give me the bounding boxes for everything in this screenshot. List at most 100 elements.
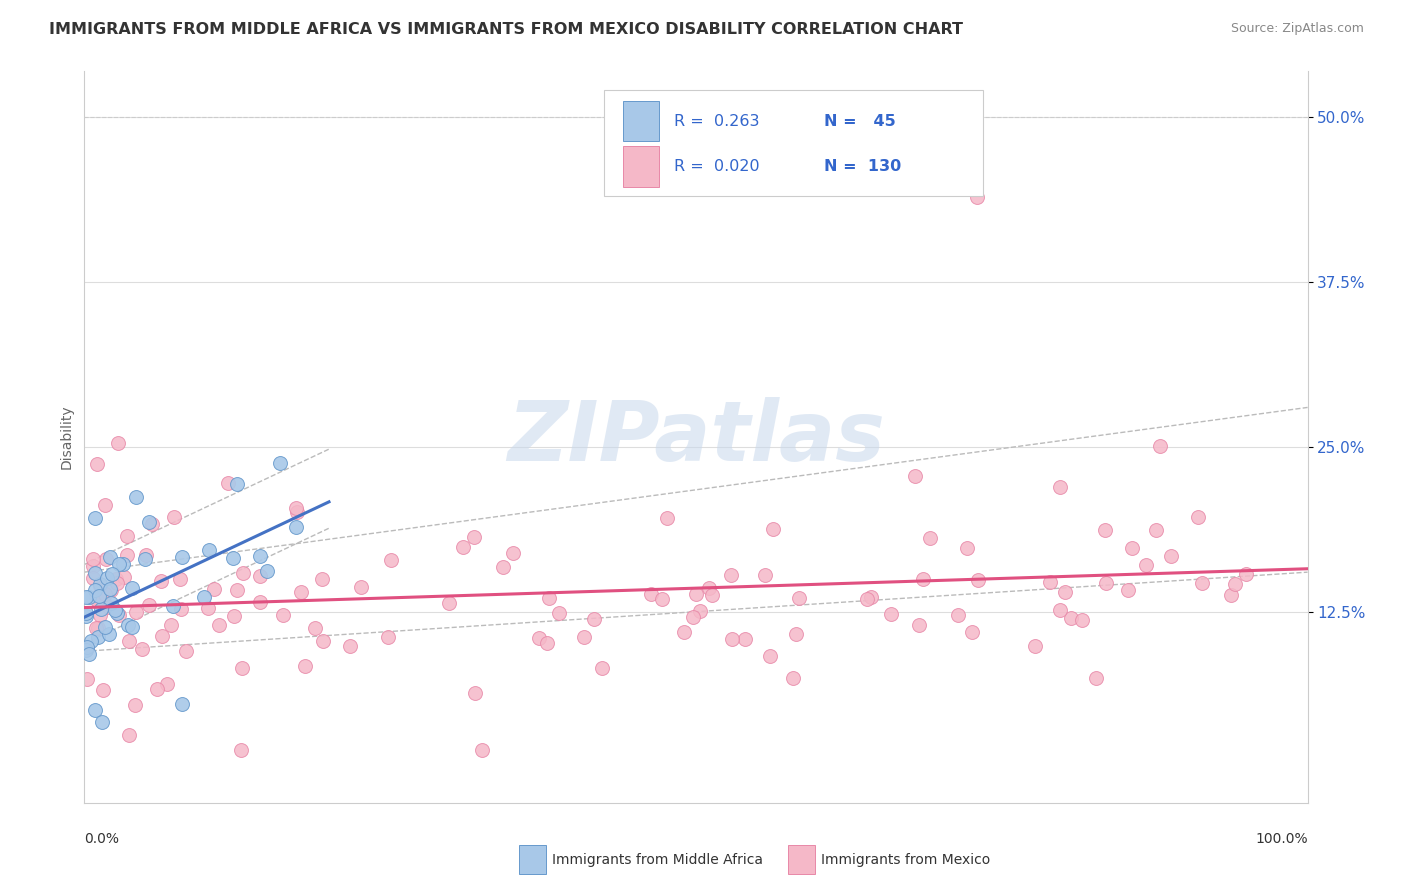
Point [591,661,613,675]
Point [89,579,111,593]
Point [527,632,550,646]
Point [1053,585,1076,599]
Point [170,602,193,616]
Point [84,590,107,604]
Point [89,589,111,603]
Point [222,551,245,566]
Text: Immigrants from Middle Africa: Immigrants from Middle Africa [551,853,762,867]
Point [193,590,215,604]
Text: IMMIGRANTS FROM MIDDLE AFRICA VS IMMIGRANTS FROM MEXICO DISABILITY CORRELATION C: IMMIGRANTS FROM MIDDLE AFRICA VS IMMIGRA… [49,22,963,37]
Point [294,659,316,673]
Point [156,677,179,691]
Point [1095,576,1118,591]
Point [966,189,988,203]
Point [754,567,776,582]
Point [117,548,139,562]
Point [1071,613,1094,627]
Point [86,457,108,471]
Point [256,564,278,578]
Point [87,630,110,644]
Point [859,590,882,604]
Text: R =  0.263: R = 0.263 [673,113,759,128]
Text: 0.0%: 0.0% [84,832,120,846]
Text: N =   45: N = 45 [824,113,896,128]
Point [97,627,120,641]
Point [720,567,742,582]
Point [1116,582,1139,597]
Point [125,605,148,619]
Point [79,590,101,604]
Point [75,607,97,621]
Point [464,686,486,700]
Point [84,566,107,580]
Point [492,560,515,574]
Point [380,553,402,567]
Point [1135,558,1157,572]
Y-axis label: Disability: Disability [59,405,73,469]
Point [377,630,399,644]
Point [98,582,121,597]
Point [762,522,785,536]
Point [91,714,114,729]
Point [105,572,128,586]
Text: ZIPatlas: ZIPatlas [508,397,884,477]
Point [759,649,782,664]
Point [224,609,246,624]
Point [115,528,138,542]
Point [471,743,494,757]
Point [101,566,124,581]
Point [94,498,117,512]
Point [955,541,977,555]
Point [172,697,194,711]
Point [82,559,104,574]
Point [682,610,704,624]
Text: N =  130: N = 130 [824,159,901,174]
Point [911,573,934,587]
Point [946,607,969,622]
Text: R =  0.020: R = 0.020 [673,159,759,174]
Point [162,599,184,614]
Point [80,634,103,648]
Point [75,608,97,623]
Point [174,644,197,658]
Point [502,546,524,560]
Point [908,617,931,632]
Point [651,592,673,607]
Point [105,576,128,591]
Point [249,568,271,582]
Point [150,628,173,642]
Point [1234,566,1257,581]
Point [285,505,308,519]
Point [1085,671,1108,685]
Point [1223,576,1246,591]
Text: Source: ZipAtlas.com: Source: ZipAtlas.com [1230,22,1364,36]
Point [1094,523,1116,537]
Point [904,468,927,483]
Point [231,660,253,674]
Point [1024,639,1046,653]
Point [285,500,308,515]
Point [536,636,558,650]
Point [339,640,361,654]
Point [269,456,291,470]
Point [721,632,744,647]
Point [538,591,561,606]
Point [135,548,157,562]
Point [685,587,707,601]
Point [231,743,253,757]
Point [463,530,485,544]
Text: Immigrants from Mexico: Immigrants from Mexico [821,853,990,867]
Point [920,532,942,546]
Point [84,510,107,524]
Point [141,517,163,532]
Point [197,600,219,615]
Point [93,587,115,601]
Point [121,619,143,633]
Point [583,612,606,626]
Point [202,582,225,596]
FancyBboxPatch shape [787,846,814,874]
Point [76,641,98,656]
Point [290,584,312,599]
Point [169,572,191,586]
Point [93,620,115,634]
